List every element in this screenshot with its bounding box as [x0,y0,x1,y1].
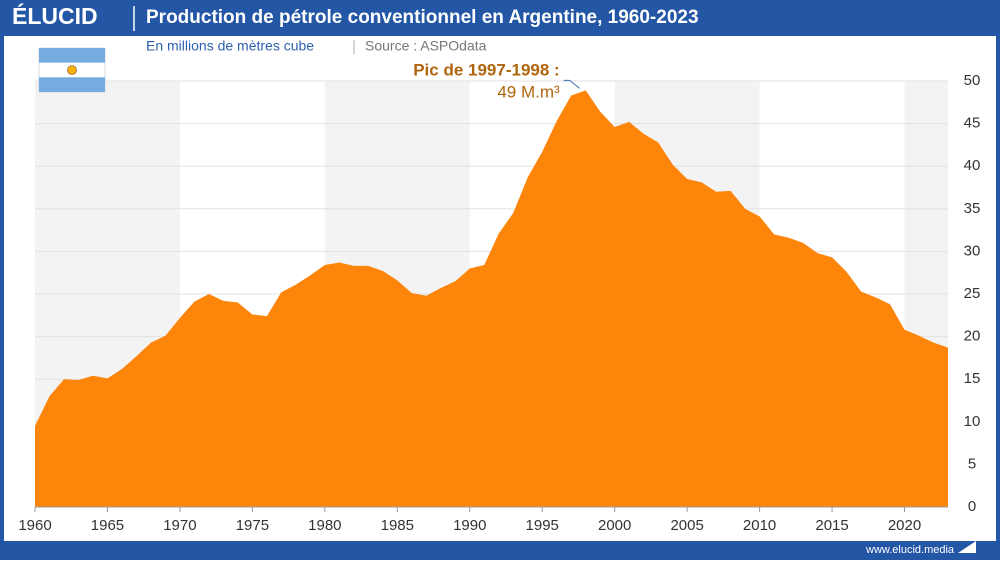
x-tick-label: 2005 [670,517,703,534]
y-tick-label: 0 [968,498,976,515]
y-tick-label: 40 [964,157,981,174]
x-tick-label: 1975 [236,517,269,534]
source: Source : ASPOdata [365,38,487,54]
y-tick-label: 45 [964,115,981,132]
y-tick-label: 35 [964,200,981,217]
x-tick-label: 2015 [815,517,848,534]
y-tick-label: 10 [964,413,981,430]
flag [38,47,106,93]
x-tick-label: 1960 [18,517,51,534]
x-tick-label: 1985 [381,517,414,534]
subtitle: En millions de mètres cube [146,38,314,54]
area [35,90,948,507]
y-tick-label: 50 [964,72,981,89]
x-tick-label: 1965 [91,517,124,534]
x-tick-label: 2000 [598,517,631,534]
annotation: Pic de 1997-1998 : [413,60,559,79]
brand: ÉLUCID [12,2,98,29]
x-tick-label: 2010 [743,517,776,534]
footer: www.elucid.media [865,544,955,556]
annotation-leader [563,79,581,89]
x-tick-label: 1995 [526,517,559,534]
chart-title: Production de pétrole conventionnel en A… [146,7,699,28]
x-tick-label: 1980 [308,517,341,534]
x-tick-label: 1970 [163,517,196,534]
y-tick-label: 25 [964,285,981,302]
annotation: 49 M.m³ [497,82,560,101]
y-tick-label: 5 [968,455,976,472]
footer-logo [958,541,976,553]
y-tick-label: 15 [964,370,981,387]
x-tick-label: 2020 [888,517,921,534]
y-tick-label: 20 [964,328,981,345]
y-tick-label: 30 [964,242,981,259]
x-tick-label: 1990 [453,517,486,534]
